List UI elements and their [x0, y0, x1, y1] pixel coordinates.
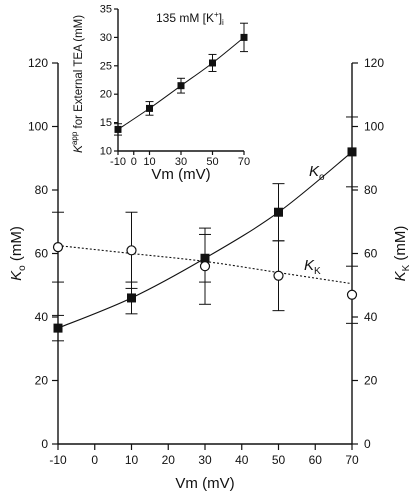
series-label-kk-sub: K	[314, 266, 321, 277]
right-y-tick-label: 60	[364, 247, 378, 261]
left-y-tick-label: 100	[28, 120, 48, 134]
data-point-circle	[273, 270, 284, 281]
right-y-tick-label: 100	[364, 120, 384, 134]
series-label-kk-var: K	[304, 257, 315, 274]
data-point-square	[53, 323, 63, 333]
right-y-tick-label: 20	[364, 374, 378, 388]
inset-y-axis-label: Kapp for External TEA (mM)	[70, 15, 85, 153]
inset-y-tick-label: 25	[100, 60, 112, 72]
x-tick-label: 30	[198, 453, 212, 467]
x-tick-label: 20	[162, 453, 176, 467]
inset-y-tick-label: 35	[100, 4, 112, 16]
x-tick-label: 60	[309, 453, 323, 467]
inset-x-tick-label: 0	[131, 156, 137, 168]
inset-x-tick-label: 30	[175, 156, 187, 168]
inset-x-tick-label: 10	[143, 156, 155, 168]
data-point-circle	[346, 289, 358, 300]
x-tick-label: -10	[49, 453, 67, 467]
x-axis-label: Vm (mV)	[175, 475, 234, 492]
left-y-tick-label: 60	[35, 247, 49, 261]
left-y-tick-label: 40	[35, 310, 49, 324]
inset-y-tick-label: 20	[100, 89, 112, 101]
inset-data-point-square	[177, 82, 185, 90]
inset-y-axis-label-var: K	[71, 144, 85, 153]
left-y-tick-label: 120	[28, 56, 48, 70]
data-point-square	[274, 207, 283, 217]
data-point-circle	[126, 245, 137, 256]
right-y-axis-label: KK (mM)	[392, 226, 412, 282]
inset-data-point-square	[146, 104, 153, 112]
inset-annotation-subscript: i	[222, 18, 224, 27]
data-point-square	[127, 293, 136, 303]
right-y-tick-label: 80	[364, 183, 378, 197]
inset-data-point-square	[209, 59, 216, 67]
inset-data-point-square	[240, 33, 248, 41]
inset-y-axis-label-sup: app	[70, 131, 79, 145]
series-label-kk: KK	[304, 257, 321, 277]
left-y-axis-label-sub: o	[17, 265, 28, 271]
left-y-axis-label: Ko (mM)	[8, 226, 28, 281]
left-y-axis-label-var: K	[8, 270, 25, 281]
series-label-ko-sub: o	[319, 172, 325, 183]
inset-y-tick-label: 15	[100, 117, 112, 129]
inset-y-tick-label: 10	[100, 146, 112, 158]
right-y-tick-label: 0	[364, 437, 371, 451]
x-tick-label: 50	[272, 453, 286, 467]
inset-y-tick-label: 30	[100, 32, 112, 44]
left-y-tick-label: 20	[35, 374, 49, 388]
inset-annotation-main: 135 mM [K	[156, 11, 214, 25]
data-point-circle	[52, 242, 64, 253]
data-point-square	[347, 147, 357, 157]
inset-x-axis-label: Vm (mV)	[151, 166, 210, 183]
right-y-axis-label-sub: K	[401, 264, 412, 271]
right-y-tick-label: 120	[364, 56, 384, 70]
x-tick-label: 40	[235, 453, 249, 467]
inset-data-point-square	[114, 125, 122, 133]
left-y-tick-label: 0	[41, 437, 48, 451]
inset-x-tick-label: 50	[206, 156, 218, 168]
inset-y-axis-label-rest: for External TEA (mM)	[73, 15, 85, 132]
inset-annotation: 135 mM [K+]i	[156, 10, 224, 27]
left-y-tick-label: 80	[35, 183, 49, 197]
x-tick-label: 0	[91, 453, 98, 467]
inset-x-tick-label: -10	[110, 156, 126, 168]
inset-annotation-sup: +	[214, 10, 219, 19]
left-y-axis-label-unit: (mM)	[8, 226, 25, 265]
series-label-ko-var: K	[309, 163, 320, 180]
x-tick-label: 10	[125, 453, 139, 467]
fit-line-2	[57, 245, 353, 285]
right-y-axis-label-unit: (mM)	[392, 226, 409, 265]
x-tick-label: 70	[345, 453, 359, 467]
right-y-tick-label: 40	[364, 310, 378, 324]
data-point-circle	[199, 261, 211, 272]
inset-annotation-bracket: ]	[219, 11, 222, 25]
inset-x-tick-label: 70	[238, 156, 250, 168]
right-y-axis-label-var: K	[392, 270, 409, 281]
series-label-ko: Ko	[309, 163, 325, 183]
